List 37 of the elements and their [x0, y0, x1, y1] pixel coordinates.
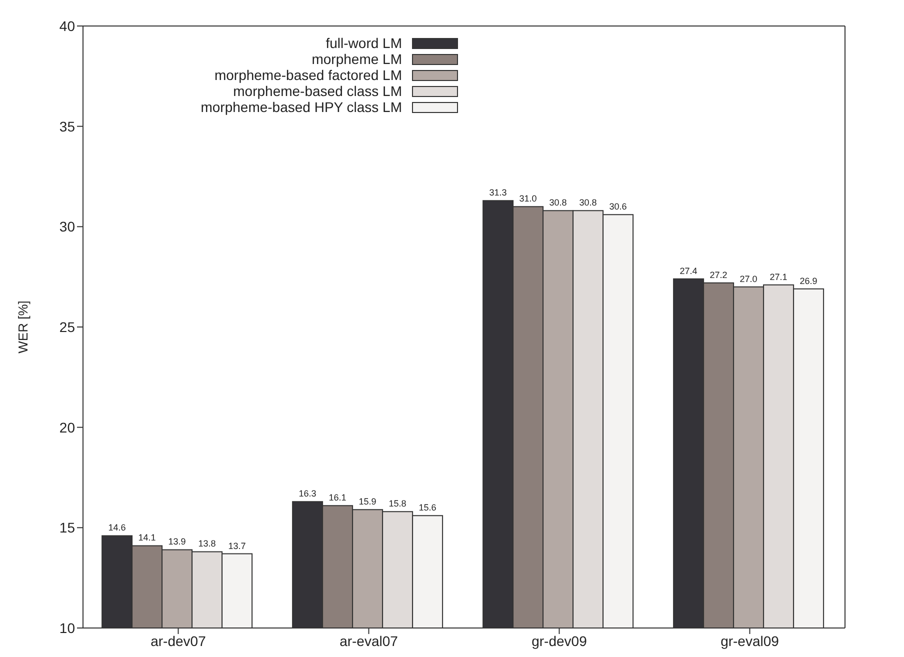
y-tick-label: 20: [59, 419, 76, 436]
data-label: 14.6: [108, 522, 126, 533]
data-label: 27.0: [740, 274, 758, 284]
data-label: 30.8: [579, 198, 597, 208]
legend-label: morpheme-based factored LM: [214, 67, 402, 83]
data-label: 27.4: [680, 266, 698, 276]
data-label: 16.3: [298, 488, 316, 499]
x-tick-label: ar-dev07: [150, 632, 206, 649]
data-label: 13.7: [228, 540, 246, 551]
y-tick-label: 35: [59, 118, 76, 134]
legend-label: morpheme-based class LM: [233, 83, 402, 99]
data-label: 15.8: [388, 498, 406, 509]
data-label: 13.9: [168, 536, 186, 547]
legend-label: full-word LM: [326, 35, 402, 51]
y-tick-label: 40: [59, 18, 76, 34]
x-tick-label: ar-eval07: [340, 632, 398, 649]
y-tick-label: 25: [59, 318, 76, 335]
data-label: 27.1: [770, 272, 788, 282]
data-label: 30.8: [549, 198, 567, 208]
y-tick-label: 10: [59, 620, 76, 636]
data-label: 14.1: [138, 532, 156, 543]
data-label: 31.0: [519, 194, 537, 204]
y-tick-label: 15: [59, 520, 76, 536]
x-tick-label: gr-eval09: [720, 632, 780, 649]
data-label: 30.6: [609, 202, 627, 212]
y-axis-title: WER [%]: [16, 300, 31, 354]
data-label: 27.2: [710, 270, 728, 280]
data-label: 31.3: [489, 188, 507, 198]
y-tick-label: 30: [59, 218, 76, 235]
x-tick-label: gr-dev09: [532, 632, 588, 649]
legend-label: morpheme-based HPY class LM: [200, 99, 402, 115]
legend-label: morpheme LM: [312, 51, 402, 67]
data-label: 15.9: [358, 496, 376, 507]
data-label: 16.1: [328, 492, 346, 503]
data-label: 26.9: [800, 276, 818, 286]
data-label: 13.8: [198, 538, 216, 549]
data-label: 15.6: [418, 502, 436, 513]
